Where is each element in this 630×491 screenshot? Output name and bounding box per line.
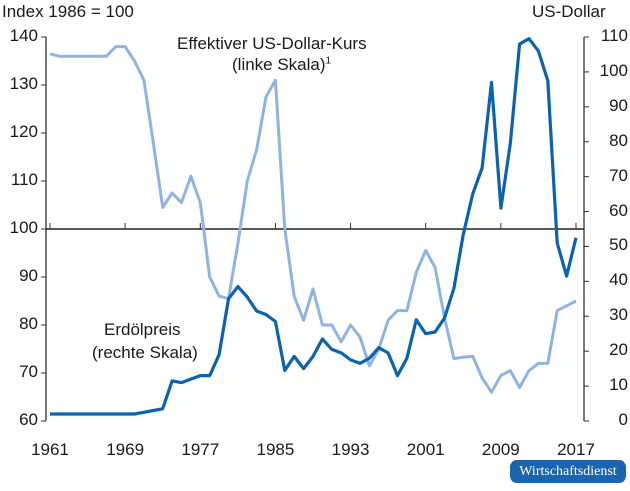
x-tick-label: 1961: [31, 440, 69, 459]
left-tick-label: 60: [19, 410, 38, 429]
left-tick-label: 110: [10, 170, 38, 189]
left-axis-title: Index 1986 = 100: [2, 2, 134, 21]
usd-label-line2: (linke Skala): [232, 55, 326, 74]
right-tick-label: 70: [609, 165, 628, 185]
left-tick-label: 90: [19, 266, 38, 285]
left-tick-label: 70: [19, 362, 38, 381]
oil-series-label-1: Erdölpreis: [104, 320, 181, 339]
right-axis-title: US-Dollar: [532, 2, 606, 21]
oil-price-line: [50, 37, 578, 416]
right-tick-label: 50: [609, 235, 628, 255]
right-tick-label: 60: [609, 200, 628, 220]
x-tick-label: 1969: [106, 440, 145, 459]
right-tick-label: 30: [609, 305, 628, 325]
x-tick-label: 1993: [331, 440, 370, 459]
x-tick-label: 1985: [256, 440, 295, 459]
usd-label-line1: Effektiver US-Dollar-Kurs: [177, 34, 367, 53]
right-tick-label: 100: [599, 60, 628, 80]
right-tick-label: 40: [609, 270, 628, 290]
right-tick-label: 0: [618, 410, 628, 429]
left-tick-label: 80: [19, 314, 38, 333]
footnote-marker: 1: [325, 55, 332, 67]
right-tick-label: 110: [600, 26, 628, 45]
usd-series-label-2: (linke Skala)1: [232, 55, 331, 75]
oil-series-label-2: (rechte Skala): [92, 343, 198, 362]
left-tick-label: 100: [9, 218, 38, 237]
x-tick-label: 1977: [181, 440, 220, 459]
right-tick-label: 10: [609, 375, 628, 395]
left-tick-label: 120: [9, 122, 38, 141]
x-tick-label: 2001: [406, 440, 445, 459]
right-tick-label: 80: [609, 130, 628, 150]
left-tick-label: 140: [9, 26, 38, 45]
usd-series-label: Effektiver US-Dollar-Kurs: [177, 34, 367, 54]
left-tick-label: 130: [9, 74, 38, 93]
x-tick-label: 2009: [481, 440, 520, 459]
x-tick-label: 2017: [557, 440, 595, 459]
wirtschaftsdienst-logo: Wirtschaftsdienst: [510, 460, 626, 483]
usd-index-line: [49, 45, 577, 394]
right-tick-label: 90: [609, 95, 628, 115]
right-tick-label: 20: [609, 340, 628, 360]
